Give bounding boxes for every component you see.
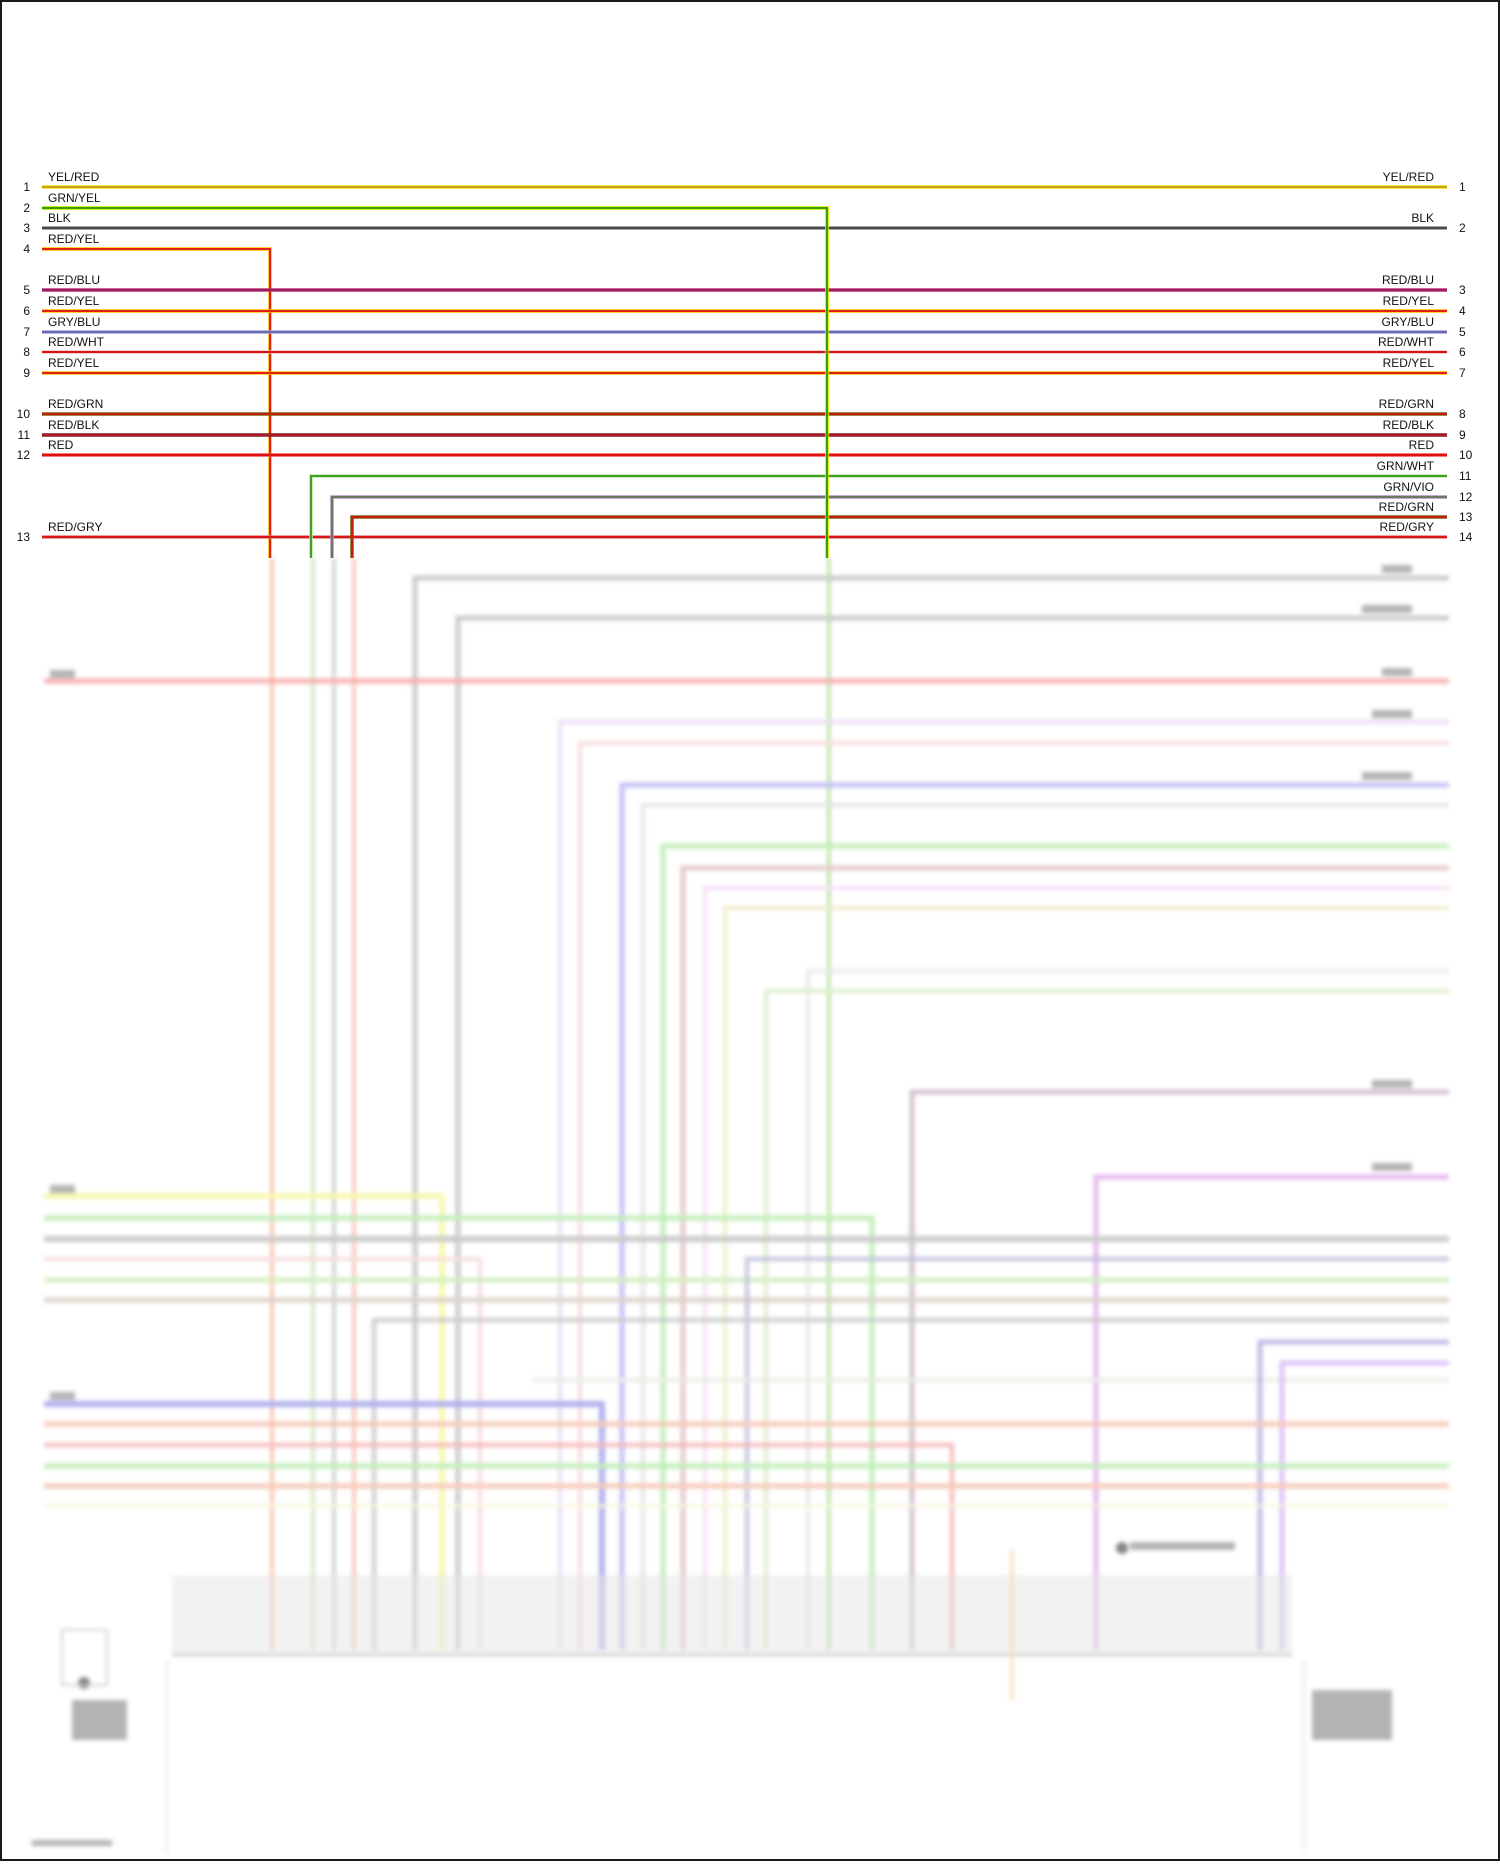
left-pin-number: 2 xyxy=(23,201,30,215)
right-wire-label: RED/GRN xyxy=(1379,500,1434,514)
left-wire-label: RED/WHT xyxy=(48,335,105,349)
right-pin-number: 13 xyxy=(1459,510,1473,524)
right-wire-label: BLK xyxy=(1411,211,1434,225)
wire-red-grn xyxy=(350,515,1447,558)
left-pin-number: 7 xyxy=(23,325,30,339)
right-wire-label: RED/BLK xyxy=(1383,418,1434,432)
left-pin-number: 9 xyxy=(23,366,30,380)
right-pin-number: 14 xyxy=(1459,530,1473,544)
right-wire-label: GRY/BLU xyxy=(1382,315,1434,329)
left-pin-number: 13 xyxy=(17,530,31,544)
right-pin-number: 11 xyxy=(1459,469,1472,483)
left-wire-label: GRY/BLU xyxy=(48,315,100,329)
left-wire-label: RED/YEL xyxy=(48,232,100,246)
right-wire-label: RED xyxy=(1409,438,1435,452)
left-pin-number: 10 xyxy=(17,407,31,421)
right-wire-label: GRN/VIO xyxy=(1383,480,1434,494)
left-pin-number: 4 xyxy=(23,242,30,256)
wire-grn-vio xyxy=(330,495,1447,558)
connector-wires xyxy=(42,185,1447,558)
right-wire-label: RED/WHT xyxy=(1378,335,1435,349)
right-wire-label: GRN/WHT xyxy=(1377,459,1435,473)
right-connector-labels: YEL/RED 1 BLK 2 RED/BLU 3 RED/YEL 4 GRY/BLU 5 RED/… xyxy=(1377,170,1473,544)
left-wire-label: YEL/RED xyxy=(48,170,100,184)
left-wire-label: RED/BLU xyxy=(48,273,100,287)
blurred-diagram-section xyxy=(2,558,1498,1859)
right-wire-label: RED/BLU xyxy=(1382,273,1434,287)
left-wire-label: RED/YEL xyxy=(48,356,100,370)
right-pin-number: 9 xyxy=(1459,428,1466,442)
right-pin-number: 7 xyxy=(1459,366,1466,380)
left-pin-number: 8 xyxy=(23,345,30,359)
left-wire-label: RED/BLK xyxy=(48,418,99,432)
wire-grn-wht xyxy=(309,474,1447,558)
left-wire-label: RED xyxy=(48,438,74,452)
left-pin-number: 5 xyxy=(23,283,30,297)
left-pin-number: 12 xyxy=(17,448,31,462)
left-pin-number: 6 xyxy=(23,304,30,318)
left-wire-label: RED/GRN xyxy=(48,397,103,411)
wire-grn-yel xyxy=(42,206,829,558)
right-pin-number: 8 xyxy=(1459,407,1466,421)
wire-grn-yel xyxy=(42,206,829,558)
right-pin-number: 1 xyxy=(1459,180,1466,194)
right-wire-label: RED/GRY xyxy=(1380,520,1434,534)
right-wire-label: YEL/RED xyxy=(1383,170,1435,184)
blurred-wiring xyxy=(32,558,1449,1855)
right-pin-number: 2 xyxy=(1459,221,1466,235)
right-pin-number: 6 xyxy=(1459,345,1466,359)
right-pin-number: 4 xyxy=(1459,304,1466,318)
left-pin-number: 3 xyxy=(23,221,30,235)
right-wire-label: RED/GRN xyxy=(1379,397,1434,411)
left-pin-number: 11 xyxy=(18,428,31,442)
right-wire-label: RED/YEL xyxy=(1383,356,1435,370)
right-wire-label: RED/YEL xyxy=(1383,294,1435,308)
left-wire-label: RED/YEL xyxy=(48,294,100,308)
left-pin-number: 1 xyxy=(23,180,30,194)
right-pin-number: 10 xyxy=(1459,448,1473,462)
left-wire-label: BLK xyxy=(48,211,71,225)
left-wire-label: RED/GRY xyxy=(48,520,102,534)
right-pin-number: 5 xyxy=(1459,325,1466,339)
right-pin-number: 12 xyxy=(1459,490,1473,504)
left-connector-labels: YEL/RED 1 GRN/YEL 2 BLK 3 RED/YEL 4 RED/BLU 5 RED/… xyxy=(17,170,105,544)
right-pin-number: 3 xyxy=(1459,283,1466,297)
left-wire-label: GRN/YEL xyxy=(48,191,101,205)
